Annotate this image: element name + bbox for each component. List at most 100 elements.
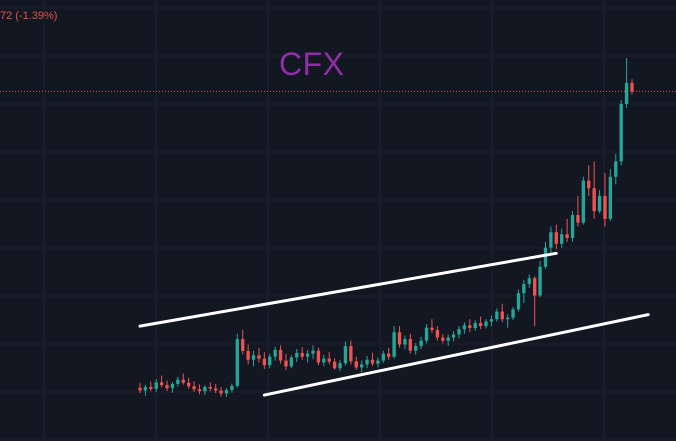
- candle: [484, 319, 488, 329]
- candle-body: [316, 350, 321, 363]
- candle: [186, 377, 191, 389]
- candle: [592, 161, 596, 219]
- candle-body: [149, 386, 153, 389]
- candle-body: [295, 352, 299, 358]
- candle: [576, 195, 580, 227]
- candle-body: [538, 266, 542, 296]
- candle-body: [570, 215, 575, 239]
- candle: [262, 352, 267, 369]
- candle-body: [478, 323, 483, 327]
- candle: [587, 165, 591, 196]
- candle: [603, 172, 607, 227]
- candle-body: [576, 215, 580, 223]
- candle-body: [543, 247, 548, 267]
- candle: [327, 352, 331, 365]
- candle: [408, 333, 413, 354]
- candle-body: [597, 195, 602, 212]
- candle: [516, 289, 521, 312]
- candle: [630, 79, 634, 95]
- candle-body: [587, 180, 591, 189]
- candle: [446, 334, 450, 347]
- candle-body: [284, 360, 288, 367]
- candle-body: [624, 82, 629, 104]
- candle-body: [457, 329, 461, 335]
- candle-body: [208, 386, 212, 389]
- candle-body: [224, 390, 229, 394]
- candle-body: [500, 311, 504, 320]
- candle: [392, 326, 396, 359]
- candle: [527, 274, 531, 288]
- candle: [565, 218, 569, 242]
- candle: [138, 383, 142, 394]
- candle-body: [170, 383, 175, 389]
- candle-body: [603, 195, 607, 219]
- candle: [419, 336, 423, 350]
- candle-body: [138, 387, 142, 391]
- candle-body: [381, 353, 385, 361]
- candle: [305, 349, 310, 363]
- candle: [468, 319, 472, 332]
- candle: [424, 324, 429, 344]
- candle: [176, 376, 180, 387]
- candle: [554, 224, 558, 250]
- candle-body: [489, 319, 494, 322]
- candle: [560, 228, 564, 248]
- candle: [241, 329, 245, 355]
- candle: [441, 333, 445, 344]
- candle-body: [197, 389, 202, 392]
- candle-body: [165, 385, 169, 389]
- upper-channel-line: [138, 251, 558, 328]
- candle-body: [403, 339, 407, 345]
- candle: [295, 349, 299, 363]
- trendlines: [138, 251, 650, 397]
- candle-body: [592, 188, 596, 212]
- candle: [159, 375, 164, 388]
- candle-body: [235, 339, 239, 386]
- chart-title: CFX: [279, 46, 345, 82]
- candle: [435, 326, 440, 341]
- candle-body: [473, 323, 477, 329]
- candle-body: [186, 382, 191, 387]
- candle-body: [387, 353, 391, 357]
- candle: [246, 344, 250, 365]
- candle-body: [349, 346, 353, 362]
- candle: [478, 316, 483, 330]
- candle: [251, 350, 256, 367]
- candle-body: [446, 337, 450, 341]
- candle-body: [511, 309, 515, 318]
- candle: [549, 226, 553, 254]
- candle: [165, 380, 169, 391]
- lower-channel-line: [262, 313, 650, 397]
- candle-body: [365, 359, 369, 365]
- candle-body: [354, 361, 358, 368]
- candle-body: [505, 317, 510, 320]
- candle-body: [608, 176, 613, 219]
- candle-body: [176, 379, 180, 384]
- candle: [365, 355, 369, 369]
- candle: [311, 345, 315, 360]
- candle: [149, 381, 153, 392]
- candle: [511, 306, 515, 320]
- candle-body: [549, 232, 553, 248]
- candle-body: [154, 382, 158, 389]
- candle: [608, 169, 613, 221]
- candle-body: [251, 355, 256, 360]
- candle: [624, 58, 629, 108]
- candle: [581, 176, 586, 225]
- price-change-readout: 72 (-1.39%): [0, 10, 58, 22]
- candle: [489, 315, 494, 327]
- candle: [387, 347, 391, 360]
- candle-body: [630, 82, 634, 92]
- candle: [235, 333, 239, 388]
- candle-body: [305, 353, 310, 357]
- candle-body: [468, 325, 472, 329]
- candle: [614, 153, 618, 185]
- candle: [381, 350, 385, 363]
- candle-body: [300, 352, 304, 357]
- candle-body: [370, 359, 375, 364]
- candle-body: [533, 278, 537, 296]
- candle-body: [516, 293, 521, 310]
